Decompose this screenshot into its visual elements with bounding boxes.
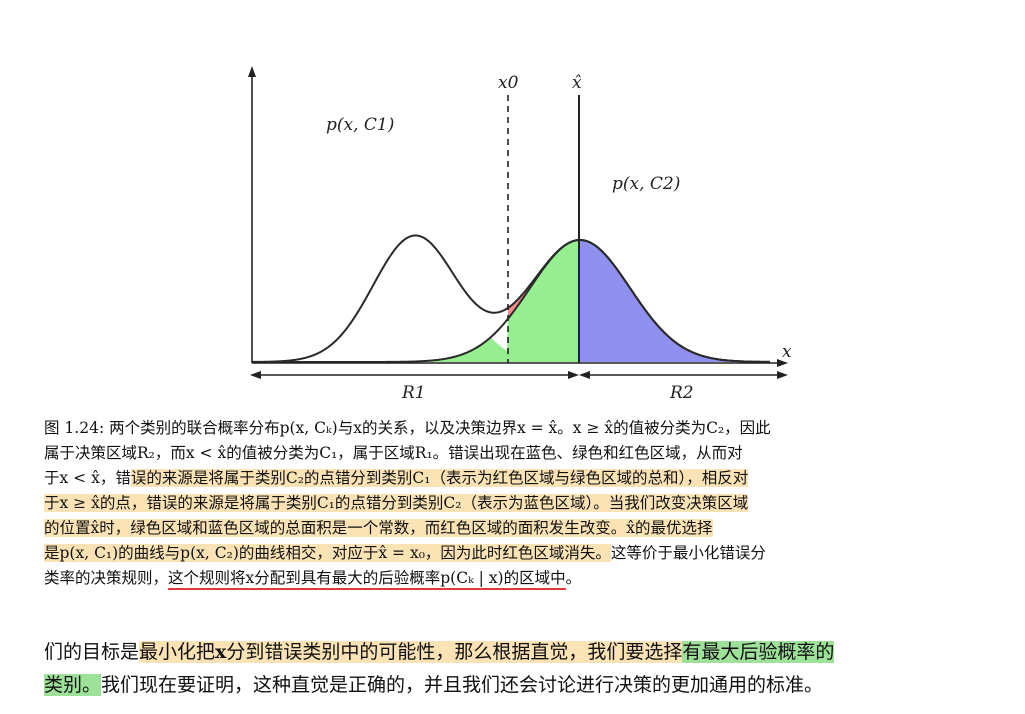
label-xhat: x̂ [572,73,582,93]
figure-svg: p(x, C1) p(x, C2) x0 x̂ x R1 R2 [248,66,792,403]
caption-highlight-2: 于x ≥ x̂的点，错误的来源是将属于类别C₁的点错分到类别C₂（表示为蓝色区域… [44,494,749,512]
label-p-x-c1: p(x, C1) [326,115,394,135]
figure-decision-boundary: p(x, C1) p(x, C2) x0 x̂ x R1 R2 [248,66,792,403]
curve-p-x-c2 [252,238,771,363]
body-bold-x: x [215,641,227,663]
label-x-axis: x [782,342,792,362]
caption-line-6-plain: 这等价于最小化错误分 [610,544,766,562]
r1-right-arrowhead [568,371,579,379]
body-highlight-text-a: 最小化把 [139,641,216,663]
caption-line-7-end: 。 [565,569,582,587]
figure-caption: 图 1.24: 两个类别的联合概率分布p(x, Cₖ)与x的关系，以及决策边界x… [44,416,999,591]
caption-line-3-plain: 于x < x̂，错 [44,469,131,487]
body-paragraph: 们的目标是最小化把x分到错误类别中的可能性，那么根据直觉，我们要选择有最大后验概… [44,636,1004,702]
r2-right-arrowhead [777,371,788,379]
r1-left-arrowhead [250,371,261,379]
body-highlight-green-1: 有最大后验概率的 [682,641,835,663]
y-axis-arrowhead [248,66,256,77]
body-line-1: 们的目标是最小化把x分到错误类别中的可能性，那么根据直觉，我们要选择有最大后验概… [44,636,1004,669]
caption-underlined-rule: 这个规则将x分配到具有最大的后验概率p(Cₖ | x)的区域中 [168,569,566,590]
body-text-plain-2: 我们现在要证明，这种直觉是正确的，并且我们还会讨论进行决策的更加通用的标准。 [101,674,824,696]
caption-line-7: 类率的决策规则，这个规则将x分配到具有最大的后验概率p(Cₖ | x)的区域中。 [44,566,999,591]
body-highlight-yellow-1: 最小化把x分到错误类别中的可能性，那么根据直觉，我们要选择 [139,641,683,663]
caption-line-5: 的位置x̂时，绿色区域和蓝色区域的总面积是一个常数，而红色区域的面积发生改变。x… [44,516,999,541]
caption-line-6: 是p(x, C₁)的曲线与p(x, C₂)的曲线相交，对应于x̂ = x₀，因为… [44,541,999,566]
caption-line-4: 于x ≥ x̂的点，错误的来源是将属于类别C₁的点错分到类别C₂（表示为蓝色区域… [44,491,999,516]
blue-region [579,240,770,362]
caption-highlight-1: 误的来源是将属于类别C₂的点错分到类别C₁（表示为红色区域与绿色区域的总和），相… [130,469,749,487]
label-x0: x0 [498,73,519,93]
r2-left-arrowhead [579,371,590,379]
label-r2: R2 [669,383,694,403]
body-highlight-text-b: 分到错误类别中的可能性，那么根据直觉，我们要选择 [226,641,683,663]
label-p-x-c2: p(x, C2) [612,174,680,194]
x-axis-arrowhead [777,359,788,367]
caption-line-1: 图 1.24: 两个类别的联合概率分布p(x, Cₖ)与x的关系，以及决策边界x… [44,419,771,437]
body-text-plain-1: 们的目标是 [44,641,140,663]
body-line-2: 类别。我们现在要证明，这种直觉是正确的，并且我们还会讨论进行决策的更加通用的标准… [44,669,1004,702]
caption-highlight-3: 的位置x̂时，绿色区域和蓝色区域的总面积是一个常数，而红色区域的面积发生改变。x… [44,519,713,537]
label-r1: R1 [401,383,426,403]
caption-line-2: 属于决策区域R₂，而x < x̂的值被分类为C₁，属于区域R₁。错误出现在蓝色、… [44,444,743,462]
caption-highlight-4: 是p(x, C₁)的曲线与p(x, C₂)的曲线相交，对应于x̂ = x₀，因为… [44,544,611,562]
green-region [252,240,579,362]
body-highlight-green-2: 类别。 [44,674,102,696]
caption-line-7-plain: 类率的决策规则， [44,569,169,587]
caption-line-3: 于x < x̂，错误的来源是将属于类别C₂的点错分到类别C₁（表示为红色区域与绿… [44,466,999,491]
